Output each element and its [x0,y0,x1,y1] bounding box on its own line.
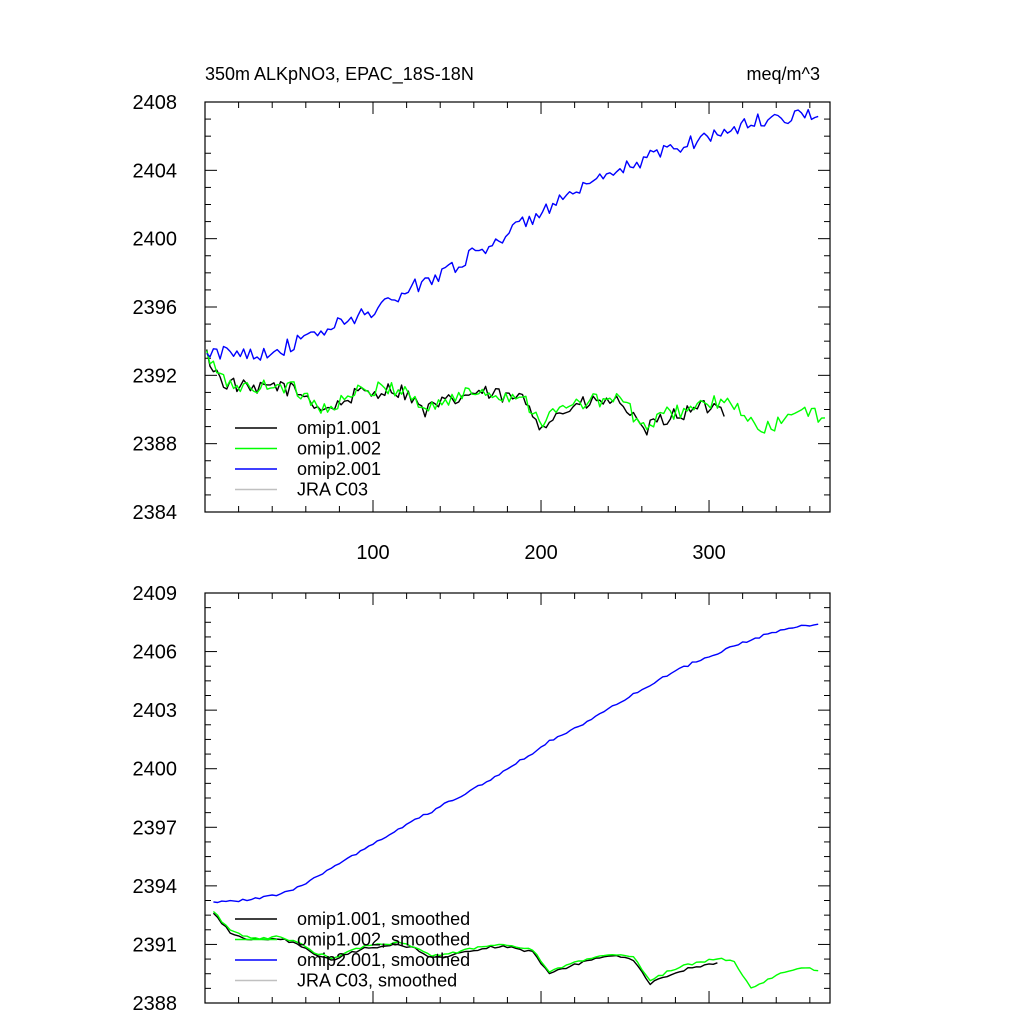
legend-label: JRA C03, smoothed [297,971,457,991]
series-line [212,910,819,989]
y-tick-label: 2392 [133,365,178,387]
legend-label: JRA C03 [297,480,368,500]
chart-title: 350m ALKpNO3, EPAC_18S-18N [205,64,474,85]
y-tick-label: 2388 [133,434,178,456]
y-tick-label: 2388 [133,993,178,1015]
y-tick-label: 2408 [133,92,178,114]
legend-label: omip1.001 [297,418,381,438]
series-line [212,912,718,986]
series-line [206,108,819,361]
x-tick-label: 100 [356,542,389,564]
y-tick-label: 2397 [133,817,178,839]
units-label: meq/m^3 [747,64,820,84]
legend-label: omip1.002, smoothed [297,930,470,950]
x-tick-label: 300 [692,542,725,564]
series-line [206,350,826,434]
y-tick-label: 2394 [133,876,178,898]
legend-label: omip1.001, smoothed [297,909,470,929]
y-tick-label: 2391 [133,934,178,956]
y-tick-label: 2400 [133,229,178,251]
y-tick-label: 2400 [133,759,178,781]
series-line [213,623,819,904]
y-tick-label: 2406 [133,642,178,664]
legend-label: omip1.002 [297,439,381,459]
y-tick-label: 2396 [133,297,178,319]
y-tick-label: 2404 [133,160,178,182]
bottom-panel: 2388 2391 2394 2397 2400 2403 2406 2409 omip1.00… [133,583,831,1015]
legend-label: omip2.001, smoothed [297,950,470,970]
legend-label: omip2.001 [297,459,381,479]
x-tick-label: 200 [524,542,557,564]
y-tick-label: 2384 [133,502,178,524]
y-tick-label: 2409 [133,583,178,605]
y-tick-label: 2403 [133,700,178,722]
top-panel: 350m ALKpNO3, EPAC_18S-18N meq/m^3 100 200 3… [133,64,831,564]
